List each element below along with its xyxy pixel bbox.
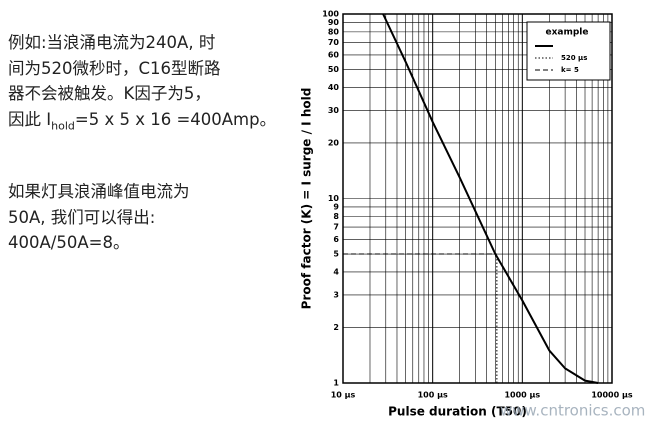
y-tick-label: 40 (328, 83, 340, 92)
y-tick-label: 2 (333, 323, 339, 332)
y-tick-label: 20 (328, 138, 340, 147)
y-tick-label: 100 (322, 10, 339, 19)
x-tick-label: 1000 µs (504, 391, 540, 400)
y-tick-label: 90 (328, 18, 340, 27)
y-tick-label: 9 (333, 202, 339, 211)
text-line: 如果灯具浪涌峰值电流为 (8, 182, 190, 202)
y-tick-label: 5 (333, 250, 339, 259)
text-span: 因此 I (8, 109, 52, 129)
text-line: 例如:当浪涌电流为240A, 时 (8, 33, 216, 52)
legend-label: k= 5 (561, 66, 579, 74)
y-tick-label: 10 (328, 194, 340, 203)
x-tick-label: 10 µs (331, 391, 356, 400)
y-tick-label: 80 (328, 27, 340, 36)
x-axis-label: Pulse duration (T50) (388, 405, 527, 419)
plot-frame (342, 13, 613, 384)
text-line: 器不会被触发。K因子为5， (8, 84, 211, 103)
y-tick-label: 30 (328, 106, 340, 115)
legend-title: example (546, 28, 589, 38)
y-tick-label: 1 (333, 379, 339, 388)
legend-box (526, 21, 611, 81)
x-tick-label: 100 µs (418, 391, 448, 400)
y-tick-label: 50 (328, 65, 340, 74)
subscript: hold (51, 118, 75, 132)
y-axis-label: Proof factor (K) = I surge / I hold (300, 88, 314, 310)
text-line: 400A/50A=8。 (8, 233, 130, 253)
text-line: 50A, 我们可以得出: (8, 207, 156, 227)
text-line: 间为520微秒时，C16型断路 (8, 58, 221, 78)
y-tick-label: 60 (328, 50, 340, 59)
y-tick-label: 4 (333, 267, 339, 276)
y-tick-label: 70 (328, 38, 340, 47)
series-line (382, 13, 599, 384)
paragraph: 如果灯具浪涌峰值电流为 50A, 我们可以得出: 400A/50A=8。 (8, 179, 276, 256)
y-tick-label: 7 (333, 223, 339, 232)
legend-label: 520 µs (561, 54, 587, 62)
y-tick-label: 8 (333, 212, 339, 221)
text-block: 例如:当浪涌电流为240A, 时间为520微秒时，C16型断路 器不会被触发。K因… (8, 30, 276, 297)
x-tick-label: 10000 µs (591, 391, 633, 400)
y-tick-label: 6 (333, 235, 339, 244)
watermark: www.cntronics.com (500, 402, 645, 420)
paragraph: 例如:当浪涌电流为240A, 时间为520微秒时，C16型断路 器不会被触发。K因… (8, 30, 276, 138)
text-span: =5 x 5 x 16 =400Amp。 (74, 109, 277, 129)
text-line: 因此 Ihold=5 x 5 x 16 =400Amp。 (8, 107, 276, 139)
y-tick-label: 3 (333, 290, 339, 299)
